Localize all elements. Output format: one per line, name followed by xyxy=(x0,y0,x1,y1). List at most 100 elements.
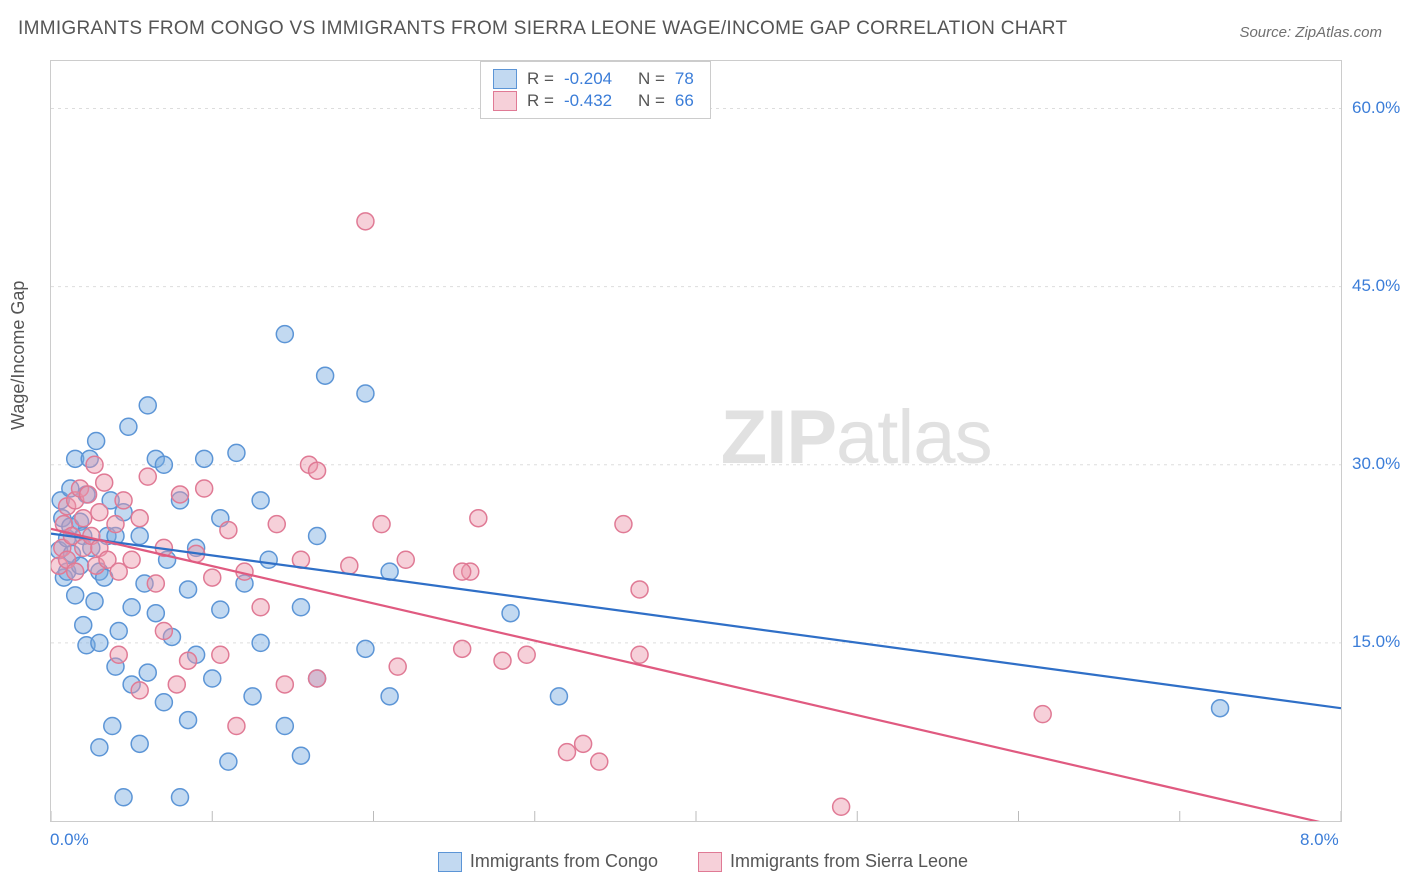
data-point-sierra_leone xyxy=(309,462,326,479)
scatter-svg xyxy=(51,61,1341,821)
data-point-sierra_leone xyxy=(268,516,285,533)
data-point-sierra_leone xyxy=(131,682,148,699)
data-point-sierra_leone xyxy=(518,646,535,663)
data-point-congo xyxy=(147,605,164,622)
data-point-sierra_leone xyxy=(115,492,132,509)
data-point-congo xyxy=(180,712,197,729)
data-point-congo xyxy=(104,718,121,735)
data-point-sierra_leone xyxy=(373,516,390,533)
data-point-congo xyxy=(86,593,103,610)
data-point-sierra_leone xyxy=(155,623,172,640)
data-point-sierra_leone xyxy=(168,676,185,693)
data-point-sierra_leone xyxy=(559,744,576,761)
data-point-congo xyxy=(139,397,156,414)
data-point-sierra_leone xyxy=(110,646,127,663)
data-point-congo xyxy=(155,694,172,711)
data-point-sierra_leone xyxy=(172,486,189,503)
data-point-sierra_leone xyxy=(196,480,213,497)
data-point-congo xyxy=(123,599,140,616)
data-point-congo xyxy=(292,599,309,616)
data-point-congo xyxy=(196,450,213,467)
data-point-sierra_leone xyxy=(107,516,124,533)
stats-row-sierra_leone: R = -0.432 N = 66 xyxy=(493,90,694,112)
data-point-sierra_leone xyxy=(67,563,84,580)
data-point-congo xyxy=(155,456,172,473)
source-text: Source: ZipAtlas.com xyxy=(1239,24,1382,41)
data-point-congo xyxy=(381,688,398,705)
data-point-congo xyxy=(252,492,269,509)
stat-r-value-sierra_leone: -0.432 xyxy=(564,91,628,111)
legend-item-congo: Immigrants from Congo xyxy=(438,851,658,872)
data-point-congo xyxy=(88,433,105,450)
data-point-congo xyxy=(550,688,567,705)
data-point-sierra_leone xyxy=(631,646,648,663)
data-point-congo xyxy=(502,605,519,622)
stat-n-value-sierra_leone: 66 xyxy=(675,91,694,111)
stat-r-label: R = xyxy=(527,91,554,111)
data-point-sierra_leone xyxy=(131,510,148,527)
data-point-congo xyxy=(309,528,326,545)
stat-r-value-congo: -0.204 xyxy=(564,69,628,89)
trend-line-congo xyxy=(51,534,1341,709)
data-point-congo xyxy=(131,528,148,545)
data-point-congo xyxy=(131,735,148,752)
swatch-congo xyxy=(438,852,462,872)
data-point-congo xyxy=(357,640,374,657)
data-point-congo xyxy=(220,753,237,770)
legend-item-sierra_leone: Immigrants from Sierra Leone xyxy=(698,851,968,872)
data-point-congo xyxy=(91,634,108,651)
y-tick-label: 60.0% xyxy=(1352,98,1400,118)
stat-n-label: N = xyxy=(638,91,665,111)
data-point-congo xyxy=(317,367,334,384)
data-point-congo xyxy=(91,739,108,756)
data-point-congo xyxy=(228,444,245,461)
data-point-congo xyxy=(244,688,261,705)
trend-line-sierra_leone xyxy=(51,529,1341,821)
data-point-congo xyxy=(1212,700,1229,717)
data-point-sierra_leone xyxy=(357,213,374,230)
stats-legend: R = -0.204 N = 78 R = -0.432 N = 66 xyxy=(480,61,711,119)
plot-area xyxy=(50,60,1342,822)
data-point-sierra_leone xyxy=(454,563,471,580)
stat-r-label: R = xyxy=(527,69,554,89)
swatch-sierra_leone xyxy=(698,852,722,872)
swatch-congo xyxy=(493,69,517,89)
data-point-congo xyxy=(120,418,137,435)
data-point-sierra_leone xyxy=(96,474,113,491)
data-point-sierra_leone xyxy=(147,575,164,592)
data-point-sierra_leone xyxy=(86,456,103,473)
stat-n-label: N = xyxy=(638,69,665,89)
data-point-sierra_leone xyxy=(454,640,471,657)
stats-row-congo: R = -0.204 N = 78 xyxy=(493,68,694,90)
data-point-sierra_leone xyxy=(212,646,229,663)
data-point-congo xyxy=(180,581,197,598)
data-point-sierra_leone xyxy=(75,510,92,527)
y-tick-label: 45.0% xyxy=(1352,276,1400,296)
data-point-sierra_leone xyxy=(833,798,850,815)
data-point-congo xyxy=(172,789,189,806)
y-tick-label: 15.0% xyxy=(1352,632,1400,652)
data-point-congo xyxy=(260,551,277,568)
data-point-sierra_leone xyxy=(615,516,632,533)
data-point-congo xyxy=(115,789,132,806)
data-point-congo xyxy=(292,747,309,764)
data-point-sierra_leone xyxy=(252,599,269,616)
data-point-congo xyxy=(276,326,293,343)
bottom-legend: Immigrants from Congo Immigrants from Si… xyxy=(0,851,1406,872)
data-point-congo xyxy=(212,601,229,618)
data-point-sierra_leone xyxy=(494,652,511,669)
data-point-sierra_leone xyxy=(309,670,326,687)
data-point-congo xyxy=(204,670,221,687)
data-point-sierra_leone xyxy=(228,718,245,735)
data-point-sierra_leone xyxy=(389,658,406,675)
data-point-congo xyxy=(110,623,127,640)
data-point-sierra_leone xyxy=(341,557,358,574)
stat-n-value-congo: 78 xyxy=(675,69,694,89)
y-axis-label: Wage/Income Gap xyxy=(8,281,29,430)
x-tick-label: 8.0% xyxy=(1300,830,1339,850)
data-point-sierra_leone xyxy=(80,486,97,503)
x-tick-label: 0.0% xyxy=(50,830,89,850)
data-point-sierra_leone xyxy=(591,753,608,770)
data-point-sierra_leone xyxy=(123,551,140,568)
data-point-sierra_leone xyxy=(397,551,414,568)
